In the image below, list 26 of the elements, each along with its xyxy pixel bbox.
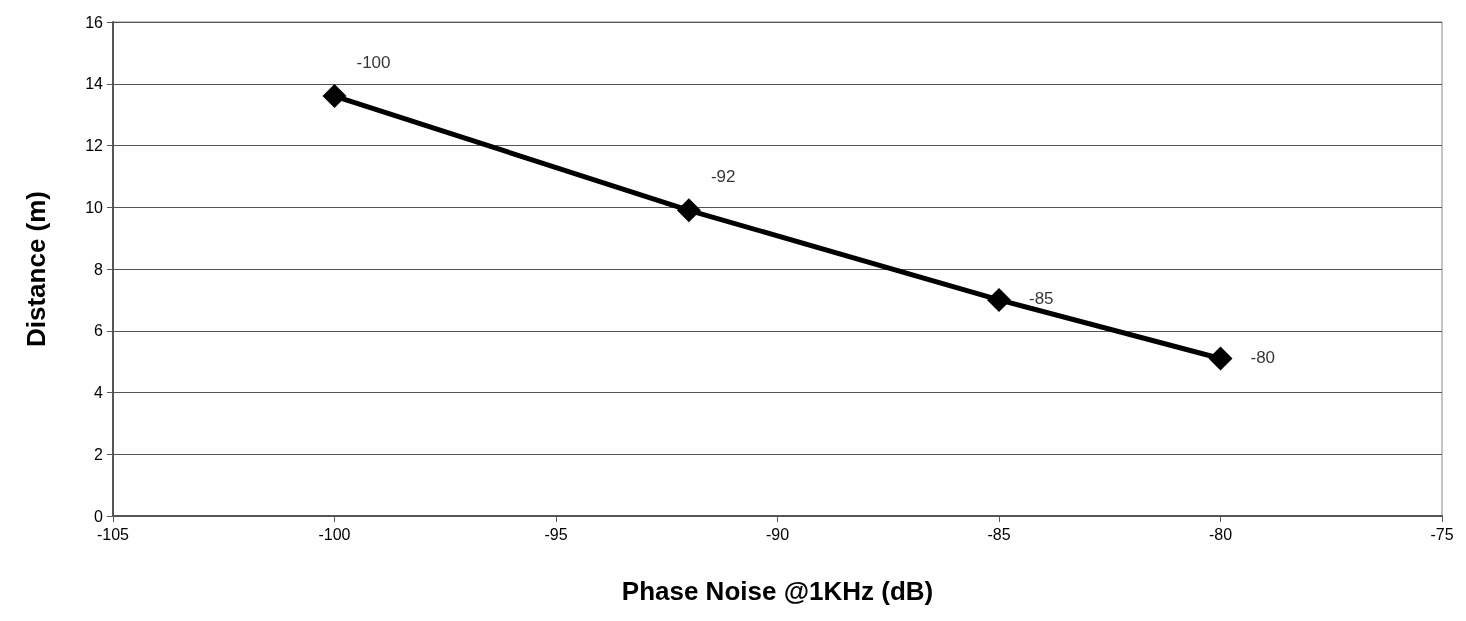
x-tick-label: -100 xyxy=(318,525,351,543)
y-tick-label: 12 xyxy=(85,137,104,154)
point xyxy=(987,287,1011,312)
y-tick-label: 14 xyxy=(85,75,104,93)
y-tick-label: 8 xyxy=(94,260,104,278)
x-tick-label: -95 xyxy=(544,525,568,543)
annotation: -92 xyxy=(710,167,736,187)
x-tick-label: -105 xyxy=(96,525,130,543)
annotation: -100 xyxy=(356,53,391,73)
y-tick-label: 4 xyxy=(94,384,104,401)
y-axis-title: Distance (m) xyxy=(21,190,51,348)
y-tick-label: 6 xyxy=(94,322,104,340)
point xyxy=(676,198,701,223)
y-tick-label: 0 xyxy=(94,507,104,525)
point xyxy=(1208,346,1233,371)
x-tick-label: -75 xyxy=(1430,525,1454,543)
x-tick-label: -80 xyxy=(1208,525,1233,543)
y-tick-label: 10 xyxy=(85,198,104,216)
point xyxy=(322,84,347,109)
y-tick-label: 2 xyxy=(94,445,104,463)
annotation: -85 xyxy=(1029,288,1054,308)
annotation: -80 xyxy=(1250,347,1276,367)
x-tick-label: -85 xyxy=(987,525,1011,543)
x-axis-title: Phase Noise @1KHz (dB) xyxy=(621,576,934,606)
y-tick-label: 16 xyxy=(85,13,104,31)
x-tick-label: -90 xyxy=(765,525,790,543)
